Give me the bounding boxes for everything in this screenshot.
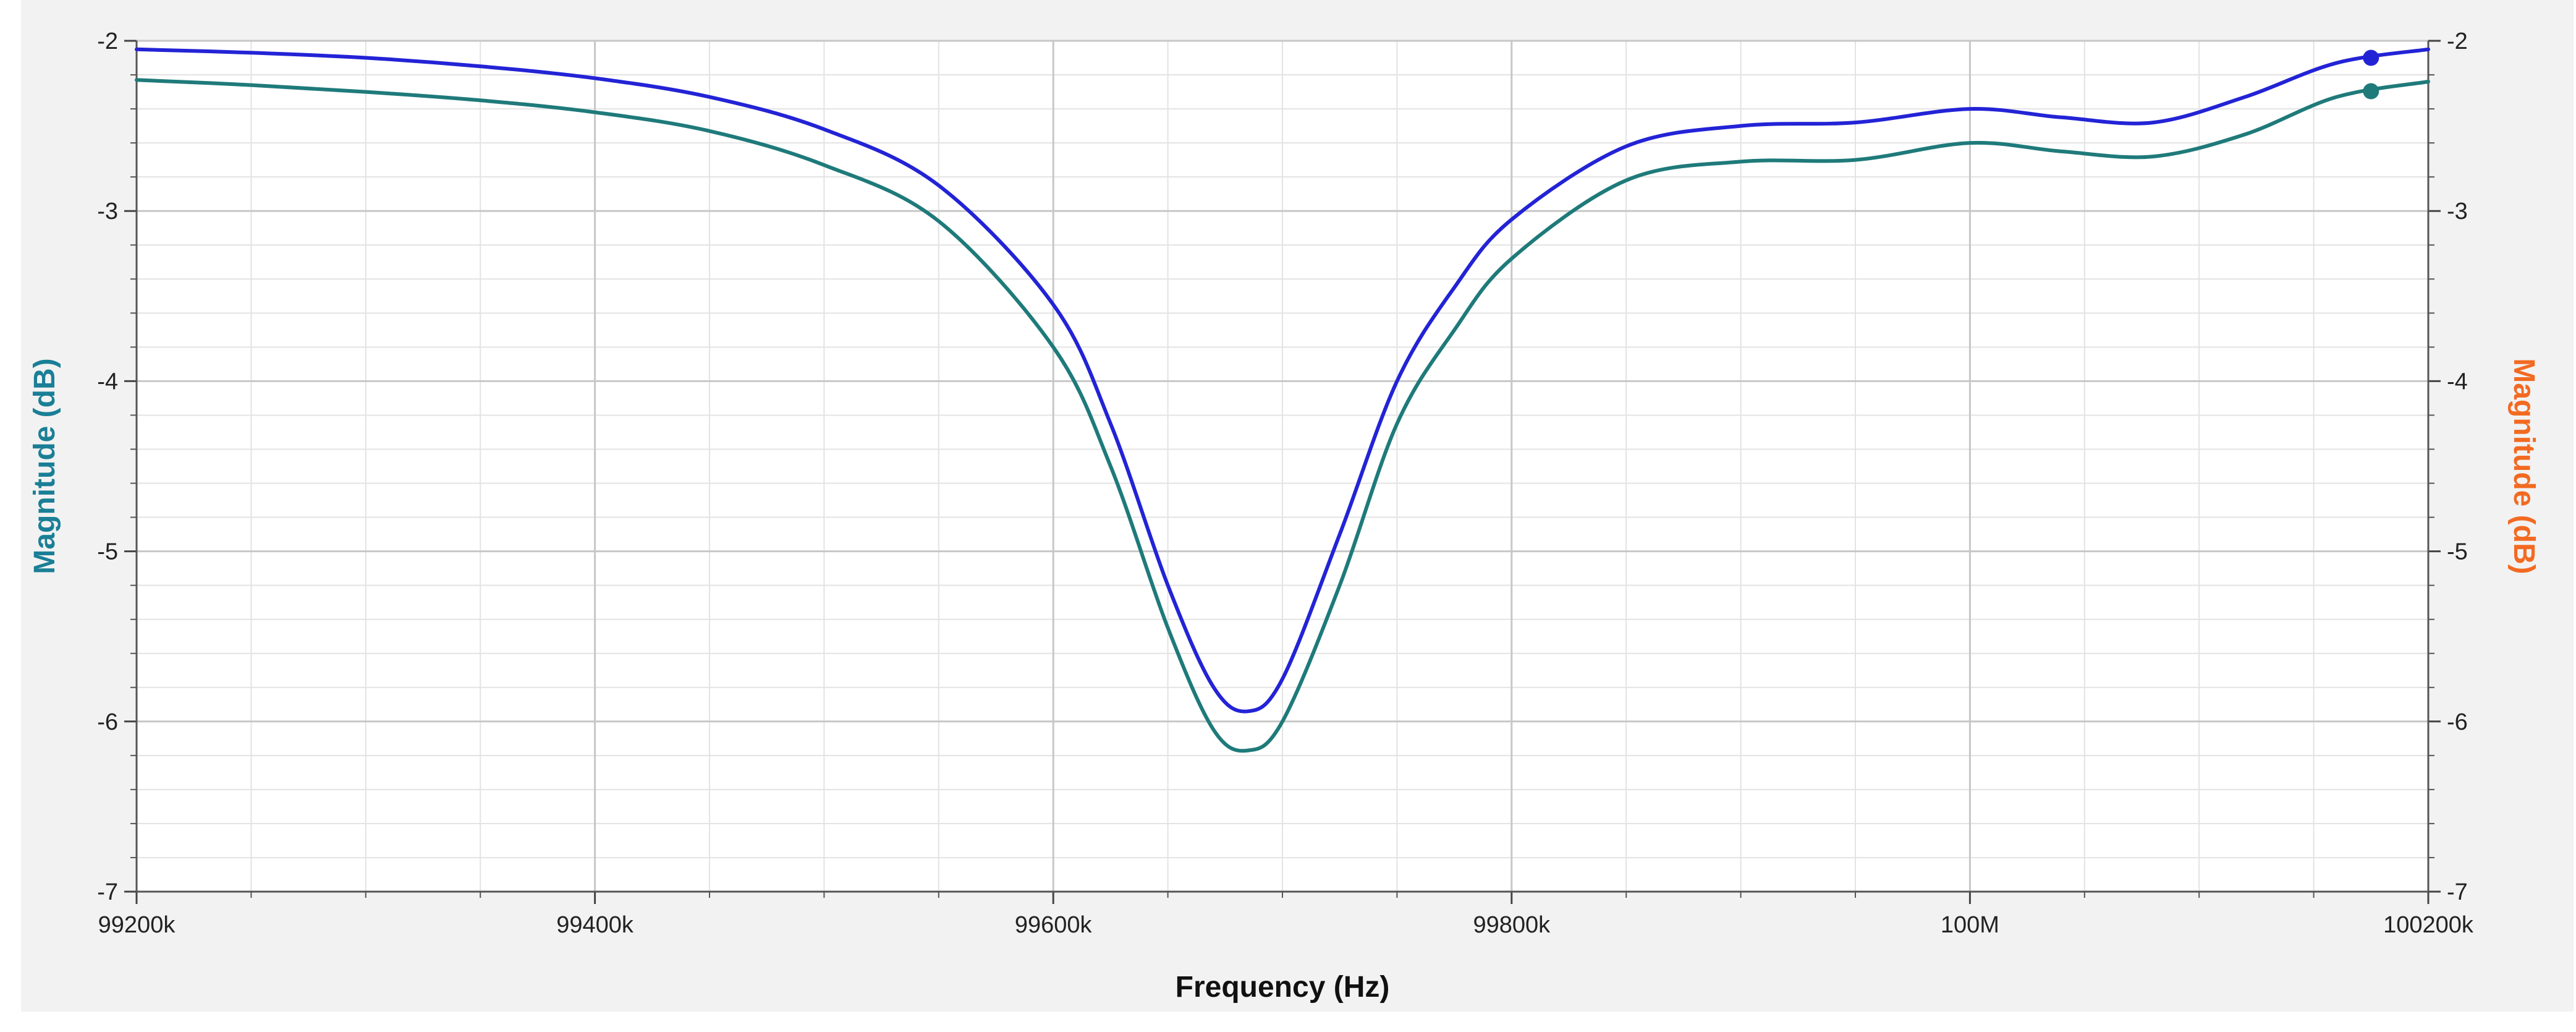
x-tick-label: 100200k [2383,912,2474,938]
y-right-tick-label: -6 [2447,709,2468,735]
x-tick-label: 99400k [556,912,634,938]
x-axis-title: Frequency (Hz) [1176,971,1390,1004]
y-right-tick-label: -4 [2447,369,2468,394]
y-left-tick-label: -2 [97,28,118,54]
x-tick-label: 99600k [1015,912,1093,938]
x-tick-label: 99200k [98,912,176,938]
y-left-tick-label: -4 [97,369,118,394]
x-tick-label: 100M [1941,912,1999,938]
right-y-axis-title: Magnitude (dB) [2507,358,2540,574]
y-left-tick-label: -7 [97,879,118,905]
series-layer [135,47,2430,753]
tick-labels: 99200k 99400k 99600k 99800k 100M 100200k -2 -2 -… [97,28,2474,938]
y-left-tick-label: -5 [97,539,118,565]
x-tick-label: 99800k [1473,912,1551,938]
series-line-trace-2 [135,78,2430,753]
series-marker-trace-1 [2363,49,2379,66]
series-marker-trace-2 [2363,83,2379,100]
y-left-tick-label: -3 [97,198,118,224]
series-line-trace-1 [135,47,2430,714]
minor-grid [136,40,2429,892]
axis-ticks [124,40,2441,904]
y-right-tick-label: -2 [2447,28,2468,54]
y-right-tick-label: -3 [2447,198,2468,224]
y-right-tick-label: -5 [2447,539,2468,565]
y-right-tick-label: -7 [2447,879,2468,905]
left-y-axis-title: Magnitude (dB) [28,358,61,574]
y-left-tick-label: -6 [97,709,118,735]
